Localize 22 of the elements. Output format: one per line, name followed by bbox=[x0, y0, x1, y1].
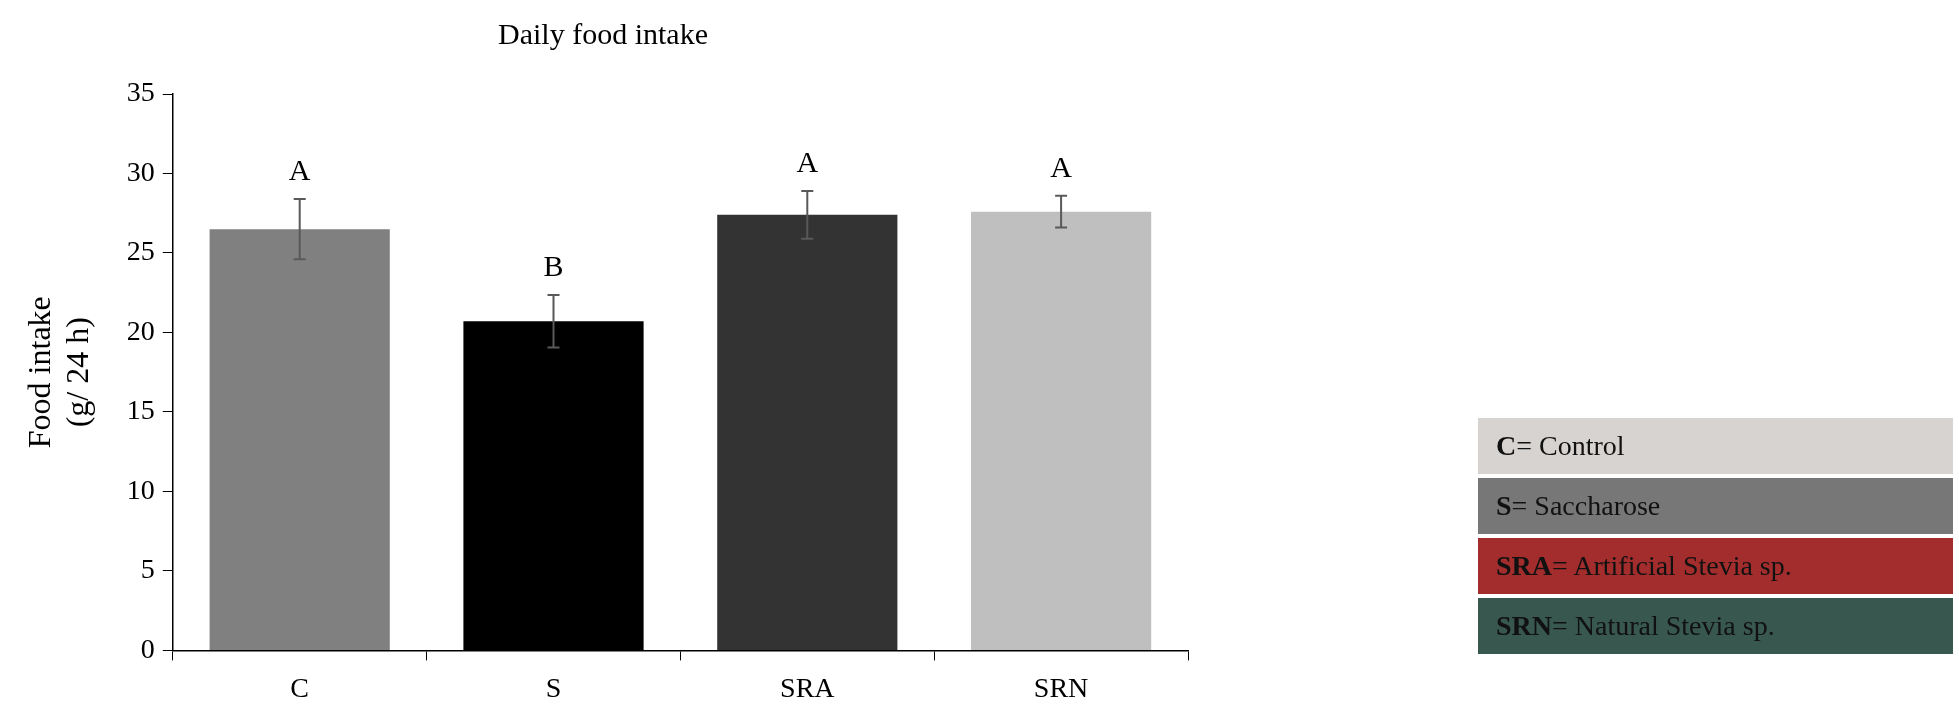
y-axis-title: Food intake (g/ 24 h) bbox=[20, 296, 96, 449]
annotation: A bbox=[1050, 149, 1073, 183]
x-tick-label: SRN bbox=[1033, 671, 1089, 703]
y-tick-label: 10 bbox=[126, 473, 155, 505]
y-tick-label: 25 bbox=[126, 235, 155, 267]
text: SRA= Artificial Stevia sp. bbox=[1478, 538, 1953, 594]
y-tick-label: 20 bbox=[126, 314, 155, 346]
annotation: A bbox=[288, 152, 311, 186]
y-tick-label: 15 bbox=[126, 394, 155, 426]
x-tick-label: C bbox=[290, 671, 310, 703]
annotation: B bbox=[543, 248, 564, 282]
text: S= Saccharose bbox=[1478, 478, 1953, 534]
text: SRN= Natural Stevia sp. bbox=[1478, 598, 1953, 654]
y-tick-label: 0 bbox=[140, 632, 155, 664]
chart-title: Daily food intake bbox=[498, 16, 708, 50]
x-tick-label: S bbox=[545, 671, 562, 703]
y-tick-label: 5 bbox=[140, 553, 155, 585]
x-tick-label: SRA bbox=[780, 671, 836, 703]
y-tick-label: 30 bbox=[126, 155, 155, 187]
y-tick-label: 35 bbox=[126, 76, 155, 108]
text: C= Control bbox=[1478, 418, 1953, 474]
annotation: A bbox=[796, 144, 819, 178]
